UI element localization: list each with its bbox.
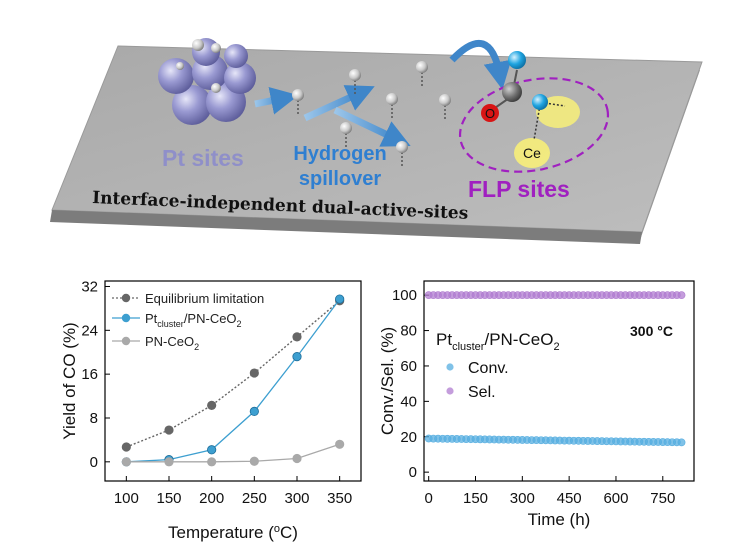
hydrogen-atoms	[292, 61, 451, 166]
series-line	[126, 300, 341, 448]
data-point	[207, 457, 217, 467]
flp-region: O Ce	[458, 51, 610, 173]
legend-marker	[446, 363, 454, 371]
data-point	[121, 442, 131, 452]
y-tick-label: 20	[400, 429, 417, 446]
y-tick-label: 24	[81, 322, 98, 339]
catalyst-label: Ptcluster/PN-CeO2	[436, 330, 560, 353]
legend-label: Sel.	[468, 384, 496, 401]
series-line	[126, 443, 340, 463]
y-tick-label: 40	[400, 393, 417, 410]
legend-label: Conv.	[468, 360, 509, 377]
x-tick-label: 150	[156, 490, 181, 507]
legend-marker	[121, 293, 131, 303]
yield-x-axis-title: Temperature (oC)	[168, 523, 298, 542]
stability-chart: 0 150 300 450 600 750 0 20 40 60 80 100 300 °C Ptcl…	[378, 280, 695, 529]
y-tick-label: 16	[81, 366, 98, 383]
banner: O Ce Pt sites Hydrogen spillover FLP sit…	[50, 38, 703, 244]
x-tick-label: 0	[425, 490, 433, 507]
y-tick-label: 100	[392, 287, 417, 304]
data-point	[249, 406, 259, 417]
pt-cluster	[158, 38, 256, 125]
x-tick-label: 750	[650, 490, 675, 507]
legend-label: Ptcluster/PN-CeO2	[145, 311, 242, 329]
yield-y-axis-title: Yield of CO (%)	[60, 322, 79, 439]
data-point	[677, 438, 686, 447]
flp-sites-label: FLP sites	[468, 176, 570, 202]
x-tick-label: 250	[242, 490, 267, 507]
data-point	[207, 445, 217, 455]
stability-x-axis-title: Time (h)	[528, 510, 591, 529]
y-tick-label: 0	[90, 454, 98, 471]
x-tick-label: 200	[199, 490, 224, 507]
x-tick-label: 450	[557, 490, 582, 507]
data-point	[292, 453, 302, 464]
x-tick-label: 300	[510, 490, 535, 507]
legend-marker	[121, 313, 131, 323]
stability-legend: Conv. Sel.	[446, 360, 509, 401]
ce-label: Ce	[523, 145, 541, 161]
series-line	[126, 298, 341, 463]
legend-marker	[121, 336, 131, 346]
o-label: O	[485, 106, 495, 121]
x-tick-label: 100	[114, 490, 139, 507]
yield-chart: 100 150 200 250 300 350 0 8 16 24 32 Equilibrium l…	[60, 278, 362, 542]
data-point	[207, 400, 217, 410]
y-tick-label: 80	[400, 323, 417, 340]
data-point	[249, 456, 259, 466]
spillover-arrows	[254, 39, 512, 147]
y-tick-label: 32	[81, 278, 98, 295]
spillover-label: spillover	[299, 168, 381, 190]
y-tick-label: 0	[409, 464, 417, 481]
x-tick-label: 150	[463, 490, 488, 507]
data-point	[164, 425, 174, 435]
x-tick-label: 350	[327, 490, 352, 507]
y-tick-label: 60	[400, 358, 417, 375]
temperature-annotation: 300 °C	[630, 323, 673, 339]
data-point	[249, 368, 259, 378]
pt-sites-label: Pt sites	[162, 145, 244, 171]
data-point	[335, 294, 345, 304]
yield-plot-frame	[104, 280, 362, 482]
stability-y-axis-title: Conv./Sel. (%)	[378, 327, 397, 435]
data-point	[292, 352, 302, 362]
stability-plot-frame	[423, 280, 695, 482]
data-point	[292, 332, 302, 342]
slab-front-edge	[50, 210, 642, 244]
data-point	[335, 439, 345, 449]
data-point	[677, 291, 686, 300]
legend-label: Equilibrium limitation	[145, 291, 264, 306]
x-tick-label: 300	[284, 490, 309, 507]
legend-marker	[446, 387, 454, 395]
flp-dashed-ellipse	[458, 77, 610, 173]
legend-label: PN-CeO2	[145, 334, 199, 352]
yield-legend: Equilibrium limitation Ptcluster/PN-CeO2 P…	[112, 291, 264, 352]
hydrogen-label: Hydrogen	[293, 143, 386, 165]
data-point	[121, 457, 131, 467]
x-tick-label: 600	[603, 490, 628, 507]
data-point	[164, 457, 174, 467]
y-tick-label: 8	[90, 410, 98, 427]
